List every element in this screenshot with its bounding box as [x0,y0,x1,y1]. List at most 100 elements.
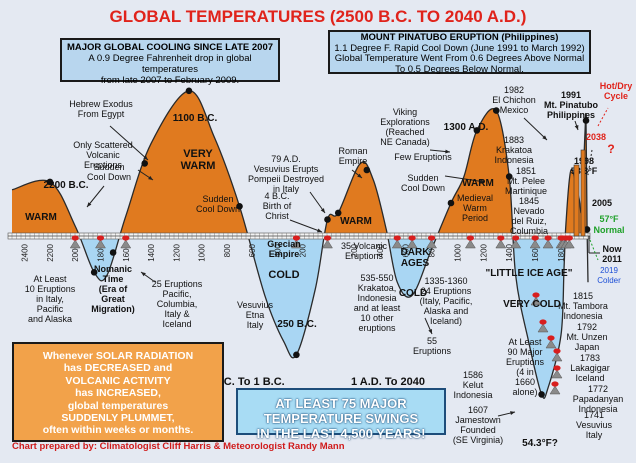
eruptions-25-label-line: Italy & [164,309,189,319]
axis-tick-label: 1600 [122,243,131,261]
annotation-arrow-head [542,135,547,140]
axis-tick-label: 1200 [172,243,181,261]
volcano-icon-plume [96,235,105,241]
el-chichon-label-line: El Chichon [492,95,536,105]
volcano-icon-plume [466,235,474,241]
axis-tick-label: 400 [376,243,385,257]
mt-pelee-label-line: 1851 [516,166,536,176]
birth-of-christ-label-line: 4 B.C. [264,191,289,201]
viking-label-line: NE Canada) [380,137,430,147]
chart-point [447,199,455,207]
very-warm-label-line: VERY [183,148,213,160]
date-label-2038-line: 2038 [586,132,606,142]
eruptions-35-label: 35 Volcanic [341,241,388,251]
volcano-icon [529,239,541,249]
annotation-arrow-head [141,272,146,277]
sudden-cool-down-label-line: Sudden [93,162,124,172]
chart-point-250bc [293,351,300,359]
birth-of-christ-label-line: Christ [265,211,289,221]
volcano-icon-plume [553,348,561,354]
volcano-icon [464,239,476,249]
chart-point-2200bc [46,178,54,186]
callout-line: Whenever SOLAR RADIATION [42,350,194,362]
hot-dry-cycle-label-line: Hot/Dry [600,81,633,91]
kelut-label-line: Kelut [463,380,484,390]
cold-label: COLD [399,288,427,299]
volcano-icon [391,239,403,249]
volcano-icon [537,323,549,333]
chart-point [109,249,117,256]
jamestown-label-line: 1607 [468,405,488,415]
very-warm-label-line: WARM [181,160,216,172]
callout-line: has DECREASED and [63,362,173,375]
krakatoa-535-label-line: 535-550 [360,273,393,283]
volcano-icon-plume [547,335,555,341]
axis-tick-label: 1200 [479,243,488,261]
few-eruptions-label: Few Eruptions [394,152,452,162]
volcano-icon-plume [427,235,436,241]
sudden-cool-down-label-line: Sudden [407,173,438,183]
callout-line: VOLCANIC ACTIVITY [65,374,171,387]
chart-point-little-ice-age [538,391,545,398]
axis-tick-label: 200 [350,243,359,257]
eruptions-1335-label-line: Iceland) [430,316,462,326]
eruptions-italy-label-line: At Least [33,274,67,284]
krakatoa-1883-label-line: Indonesia [494,155,533,165]
volcano-icon [530,296,542,306]
sudden-cool-down-label-line: Cool Down [87,172,131,182]
axis-tick-label: 400 [273,243,282,257]
axis-tick-label: 1400 [505,243,514,261]
pinatubo-1991-label-line: 1991 [561,90,581,100]
birth-of-christ-label-line: Birth of [263,201,292,211]
eruptions-25-label-line: 25 Eruptions [152,279,203,289]
volcano-icon [95,239,106,249]
scattered-eruptions-label-line: Volcanic [86,150,120,160]
krakatoa-535-label-line: Indonesia [357,293,396,303]
callout-heading: MOUNT PINATUBO ERUPTION (Philippines) [360,32,559,43]
chart-point-1998 [582,117,590,124]
axis-tick-label: 200 [299,243,308,257]
volcano-icon [322,239,333,249]
volcano-icon-plume [532,292,540,298]
pinatubo-1991-label-line: Mt. Pinatubo [544,100,598,110]
vesuvius-etna-label-line: Vesuvius [237,300,274,310]
viking-label-line: Explorations [380,117,430,127]
vesuvius-79-label-line: 79 A.D. [271,154,301,164]
axis-tick-label: 2200 [46,243,55,261]
few-eruptions-label-line: Few Eruptions [394,152,452,162]
question-mark-line: ? [607,142,614,156]
axis-tick-label: 800 [428,243,437,257]
spike-1998 [580,149,586,237]
volcano-icon [426,239,438,249]
scattered-eruptions-label-line: Only Scattered [73,140,133,150]
volcano-icon [290,239,302,249]
warm-area [12,90,588,236]
little-ice-age-label-line: "LITTLE ICE AGE" [486,268,573,279]
pinatubo-callout: MOUNT PINATUBO ERUPTION (Philippines) 1.… [328,30,591,74]
volcano-icon [551,352,563,362]
callout-line: has INCREASED, [75,387,161,400]
colder-2019-label-line: 2019 [600,266,618,275]
unzen-label-line: Mt. Unzen [566,332,607,342]
annotation-arrow-head [357,173,362,178]
nomanic-time-label-line: Great [101,294,125,304]
warm-label: WARM [340,216,372,227]
annotation-arrow-head [143,155,148,160]
viking-label-line: Viking [393,107,417,117]
date-label-1100bc-line: 1100 B.C. [173,113,218,124]
volcano-icon-plume [122,235,130,241]
vesuvius-etna-label-line: Etna [246,310,265,320]
eruptions-90-label-line: Eruptions [506,357,545,367]
